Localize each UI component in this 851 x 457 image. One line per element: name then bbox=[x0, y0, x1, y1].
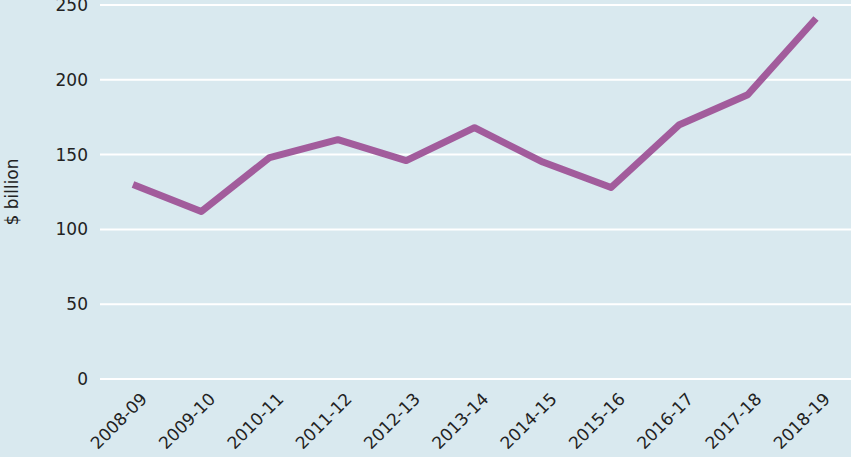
grid-line bbox=[100, 378, 851, 380]
y-tick-label: 150 bbox=[56, 145, 88, 165]
data-line bbox=[133, 18, 816, 211]
plot-area bbox=[133, 18, 816, 211]
y-tick-label: 200 bbox=[56, 70, 88, 90]
grid-line bbox=[100, 228, 851, 230]
chart: 050100150200250$ billion2008-092009-1020… bbox=[0, 0, 851, 457]
x-tick-label: 2016-17 bbox=[633, 389, 697, 453]
x-tick-label: 2010-11 bbox=[223, 389, 287, 453]
x-tick-label: 2014-15 bbox=[496, 389, 560, 453]
y-tick-label: 100 bbox=[56, 219, 88, 239]
grid-line bbox=[100, 4, 851, 6]
y-tick-label: 50 bbox=[66, 294, 88, 314]
x-tick-label: 2009-10 bbox=[155, 389, 219, 453]
y-tick-label: 0 bbox=[77, 369, 88, 389]
x-tick-label: 2015-16 bbox=[565, 389, 629, 453]
x-tick-label: 2011-12 bbox=[291, 389, 355, 453]
x-tick-label: 2013-14 bbox=[428, 389, 492, 453]
y-tick-label: 250 bbox=[56, 0, 88, 15]
x-tick-label: 2018-19 bbox=[770, 389, 834, 453]
background bbox=[0, 0, 851, 457]
grid-line bbox=[100, 154, 851, 156]
y-axis-label: $ billion bbox=[2, 158, 22, 225]
grid-line bbox=[100, 303, 851, 305]
x-tick-label: 2012-13 bbox=[360, 389, 424, 453]
x-tick-label: 2008-09 bbox=[87, 389, 151, 453]
grid-line bbox=[100, 79, 851, 81]
x-tick-label: 2017-18 bbox=[701, 389, 765, 453]
